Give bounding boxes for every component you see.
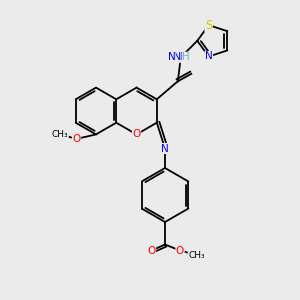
Text: N: N [205, 52, 213, 61]
Text: O: O [176, 245, 184, 256]
Text: S: S [205, 19, 212, 32]
Text: CH₃: CH₃ [52, 130, 68, 139]
Text: O: O [147, 245, 156, 256]
Text: N: N [161, 143, 169, 154]
Text: O: O [72, 134, 81, 144]
Text: NH: NH [172, 52, 189, 62]
Text: CH₃: CH₃ [188, 250, 205, 260]
Text: N: N [168, 52, 176, 62]
Text: H: H [182, 52, 190, 62]
Text: O: O [132, 129, 141, 140]
